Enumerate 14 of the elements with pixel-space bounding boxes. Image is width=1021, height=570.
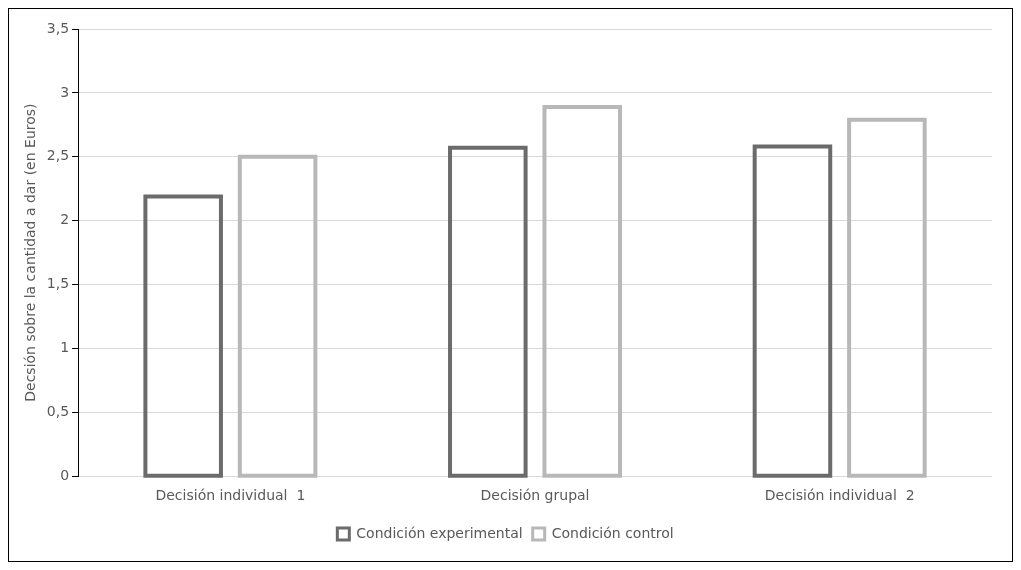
y-tick-label: 2,5 xyxy=(46,147,70,164)
y-tick-label: 1,5 xyxy=(46,275,70,292)
x-tick-label: Decisión individual 2 xyxy=(764,487,915,504)
legend-label: Condición experimental xyxy=(356,524,523,541)
legend-label: Condición control xyxy=(551,524,674,541)
y-tick-label: 0 xyxy=(60,466,70,483)
y-tick-label: 0,5 xyxy=(46,402,70,419)
y-axis-title: Decsión sobre la cantidad a dar (en Euros) xyxy=(22,103,39,402)
x-tick-label: Decisión grupal xyxy=(480,487,590,504)
y-tick-label: 3,5 xyxy=(46,19,70,36)
y-tick-label: 3 xyxy=(60,83,70,100)
x-tick-label: Decisión individual 1 xyxy=(155,487,306,504)
y-tick-label: 2 xyxy=(60,211,70,228)
y-tick-label: 1 xyxy=(60,339,70,356)
